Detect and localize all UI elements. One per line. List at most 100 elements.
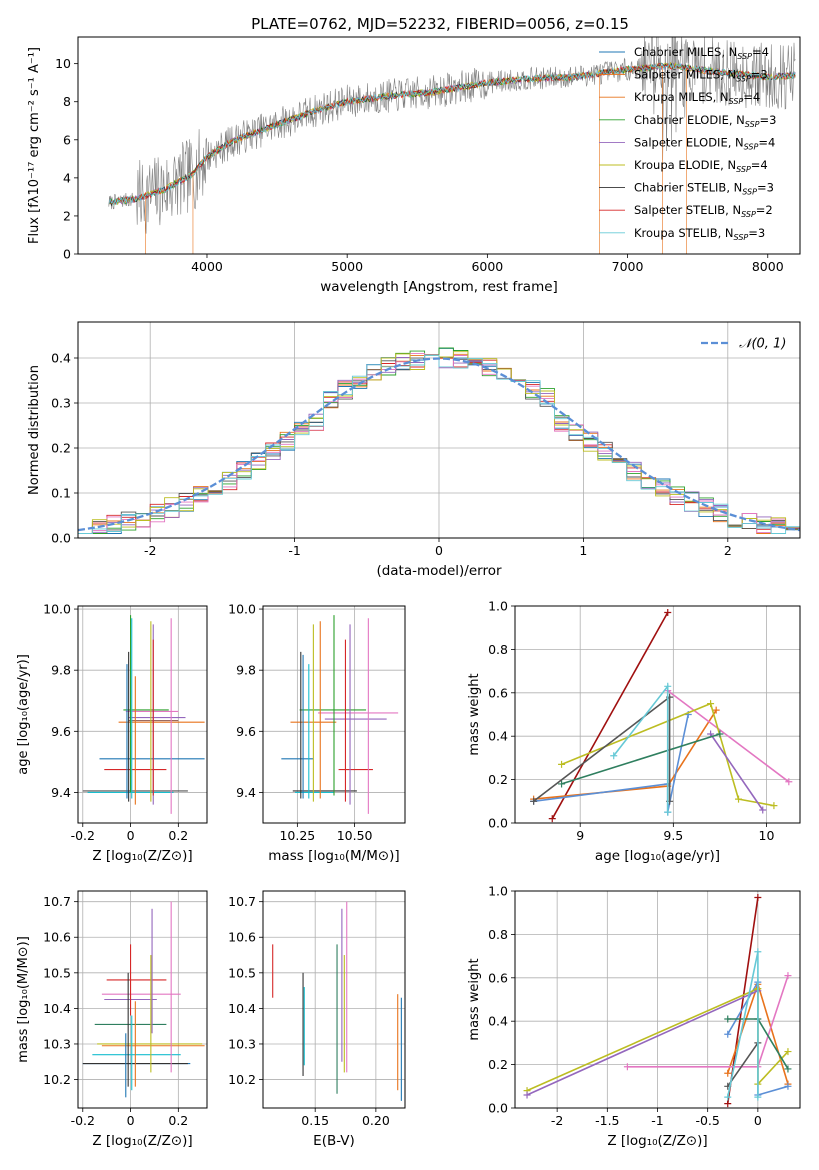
mass_vs_ebv-ytick-label: 10.7 (228, 894, 256, 909)
spectrum-model-line (108, 62, 796, 207)
weight_vs_age-marker (785, 778, 793, 786)
spectrum-ytick-label: 0 (63, 247, 71, 262)
mass_vs_Z-ytick-label: 10.3 (43, 1036, 71, 1051)
age_vs_Z-xlabel: Z [log₁₀(Z/Z⊙)] (92, 848, 192, 864)
spectrum-xtick-label: 7000 (612, 259, 644, 274)
mass_vs_ebv-xtick-label: 0.15 (301, 1113, 329, 1128)
mass_vs_ebv-xtick-label: 0.20 (362, 1113, 390, 1128)
normal-distribution-curve (78, 357, 800, 532)
weight_vs_age-marker (770, 802, 778, 810)
spectrum-axes: 4000 5000 6000 7000 8000 0 2 4 6 8 10 wavelength [A… (27, 47, 784, 295)
weight_vs_Z-xtick-label: -1.5 (595, 1113, 619, 1128)
age_vs_Z-ylabel: age [log₁₀(age/yr)] (16, 654, 31, 775)
mass_vs_Z-ytick-label: 10.4 (43, 1001, 71, 1016)
residuals-ytick-label: 0.3 (51, 396, 71, 411)
age_vs_Z-ytick-label: 10.0 (43, 602, 71, 617)
age_vs_Z-xtick-label: 0 (127, 828, 135, 843)
age_vs_mass-ytick-label: 9.8 (236, 663, 256, 678)
residuals-ytick-label: 0.4 (51, 351, 71, 366)
spectrum-plot-area (108, 37, 796, 254)
weight_vs_age-marker (558, 780, 566, 788)
weight_vs_age-marker (712, 706, 720, 714)
residuals-frame (77, 321, 801, 539)
mass_vs_Z-xlabel: Z [log₁₀(Z/Z⊙)] (92, 1133, 192, 1149)
weight_vs_age-series-line (561, 702, 775, 807)
weight_vs_age-marker (707, 700, 715, 708)
age_vs_Z-xtick-label: 0.2 (168, 828, 188, 843)
spectrum-legend-label: Chabrier MILES, NSSP=4 (634, 45, 769, 61)
mass_vs_Z-xtick-label: -0.2 (71, 1113, 95, 1128)
mass_vs_Z-ylabel: mass [log₁₀(M/M⊙)] (16, 936, 31, 1063)
weight_vs_Z-xtick-label: -2 (551, 1113, 563, 1128)
spectrum-legend-label: Salpeter ELODIE, NSSP=4 (634, 135, 775, 151)
weight_vs_Z-marker (784, 972, 792, 980)
spectrum-legend-label: Chabrier ELODIE, NSSP=3 (634, 113, 776, 129)
weight_vs_age-marker (548, 815, 556, 823)
spectrum-ytick-label: 10 (55, 56, 71, 71)
weight_vs_Z-marker (724, 1030, 732, 1038)
weight_vs_age-marker (716, 730, 724, 738)
age_vs_Z-xtick-label: -0.2 (71, 828, 95, 843)
weight_vs_Z-xlabel: Z [log₁₀(Z/Z⊙)] (607, 1133, 707, 1149)
weight_vs_age-series-line (551, 612, 669, 820)
age_vs_Z-ytick-label: 9.6 (51, 724, 71, 739)
age_vs_mass-xtick-label: 10.50 (337, 828, 373, 843)
residuals-ytick-label: 0.1 (51, 486, 71, 501)
weight_vs_age-plot-area (530, 609, 793, 823)
age_vs_mass-xtick-label: 10.25 (279, 828, 315, 843)
spectrum-legend-label: Kroupa STELIB, NSSP=3 (634, 226, 765, 242)
weight_vs_age-ytick-label: 0.4 (488, 729, 508, 744)
age_vs_mass-plot-area (281, 615, 399, 814)
spectrum-xtick-label: 6000 (471, 259, 503, 274)
weight_vs_Z-marker (754, 948, 762, 956)
residuals-xtick-label: 2 (724, 543, 732, 558)
weight_vs_age-ytick-label: 0.0 (488, 816, 508, 831)
weight_vs_age-frame (514, 605, 801, 824)
weight_vs_age-marker (530, 797, 538, 805)
spectrum-data-line (108, 37, 796, 234)
spectrum-xtick-label: 4000 (191, 259, 223, 274)
age_vs_mass-axes: 10.25 10.50 9.4 9.6 9.8 10.0 mass [log₁₀(M/M⊙)… (228, 602, 405, 864)
weight_vs_age-marker (558, 760, 566, 768)
weight_vs_age-ytick-label: 0.6 (488, 685, 508, 700)
mass_vs_Z-ytick-label: 10.2 (43, 1072, 71, 1087)
weight_vs_Z-marker (724, 1100, 732, 1108)
weight_vs_age-marker (664, 682, 672, 690)
age_vs_mass-ytick-label: 9.6 (236, 724, 256, 739)
weight_vs_age-ytick-label: 0.2 (488, 772, 508, 787)
weight_vs_age-series-line (561, 733, 721, 785)
mass_vs_Z-ytick-label: 10.7 (43, 894, 71, 909)
mass_vs_Z-ytick-label: 10.6 (43, 930, 71, 945)
weight_vs_age-xlabel: age [log₁₀(age/yr)] (595, 848, 720, 864)
mass_vs_Z-plot-area (82, 901, 205, 1098)
spectrum-ytick-label: 8 (63, 94, 71, 109)
mass_vs_ebv-xlabel: E(B-V) (313, 1133, 355, 1149)
weight_vs_Z-marker (754, 894, 762, 902)
residuals-legend: 𝒩(0, 1) (701, 337, 786, 352)
age_vs_Z-ytick-label: 9.8 (51, 663, 71, 678)
mass_vs_Z-xtick-label: 0.2 (168, 1113, 188, 1128)
mass_vs_ebv-ytick-label: 10.6 (228, 930, 256, 945)
spectrum-ytick-label: 4 (63, 170, 71, 185)
age_vs_mass-ytick-label: 10.0 (228, 602, 256, 617)
weight_vs_age-xtick-label: 9.5 (663, 828, 683, 843)
weight_vs_age-xtick-label: 9 (576, 828, 584, 843)
age_vs_mass-frame (262, 605, 406, 824)
spectrum-xtick-label: 5000 (331, 259, 363, 274)
weight_vs_Z-marker (784, 1065, 792, 1073)
spectrum-legend-label: Chabrier STELIB, NSSP=3 (634, 181, 774, 197)
residuals-xtick-label: 1 (579, 543, 587, 558)
mass_vs_Z-xtick-label: 0 (127, 1113, 135, 1128)
spectrum-legend: Chabrier MILES, NSSP=4 Salpeter MILES, NS… (599, 45, 776, 242)
weight_vs_Z-ytick-label: 0.8 (488, 927, 508, 942)
residuals-ytick-label: 0.0 (51, 531, 71, 546)
residuals-plot-area (78, 347, 800, 534)
weight_vs_Z-ylabel: mass weight (467, 958, 482, 1040)
residuals-ylabel: Normed distribution (27, 365, 42, 495)
spectrum-legend-label: Kroupa ELODIE, NSSP=4 (634, 158, 768, 174)
weight_vs_age-marker (735, 795, 743, 803)
weight_vs_age-series-line (709, 733, 764, 811)
age_vs_Z-plot-area (82, 615, 205, 814)
spectrum-xlabel: wavelength [Angstrom, rest frame] (320, 279, 558, 295)
